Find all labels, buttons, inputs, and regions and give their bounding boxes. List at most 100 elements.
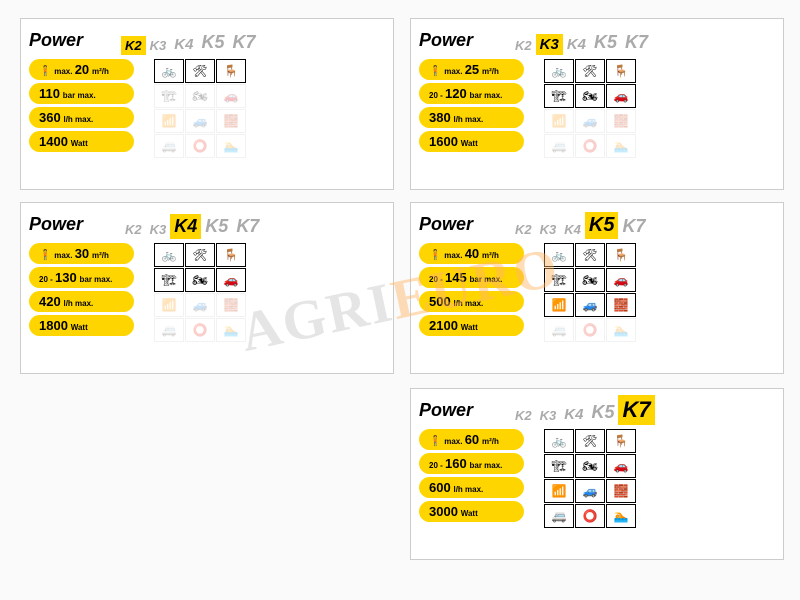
application-icon: 🏊 xyxy=(606,134,636,158)
application-icon: 🏍 xyxy=(185,268,215,292)
panel-header: PowerK2K3K4K5K7 xyxy=(21,203,393,239)
application-icon: 🚲 xyxy=(544,59,574,83)
spec-list: 🧍 max. 30 m²/h20 - 130 bar max.420 l/h m… xyxy=(29,243,134,342)
spec-pill: 20 - 160 bar max. xyxy=(419,453,524,474)
panel-content: 🧍 max. 20 m²/h110 bar max.360 l/h max.14… xyxy=(21,55,393,166)
icon-row: 🚲🛠🪑 xyxy=(544,243,636,267)
icon-row: 🚐⭕🏊 xyxy=(154,134,246,158)
model-list: K2K3K4K5K7 xyxy=(91,214,393,239)
power-panel-k7: PowerK2K3K4K5K7🧍 max. 60 m²/h20 - 160 ba… xyxy=(410,388,784,560)
model-k2: K2 xyxy=(511,220,536,239)
model-k5: K5 xyxy=(585,212,619,239)
application-icon: 📶 xyxy=(154,109,184,133)
application-icon: 🏗 xyxy=(544,454,574,478)
spec-pill: 3000 Watt xyxy=(419,501,524,522)
icon-grid: 🚲🛠🪑🏗🏍🚗📶🚙🧱🚐⭕🏊 xyxy=(154,243,246,342)
icon-row: 🚐⭕🏊 xyxy=(544,134,636,158)
application-icon: 🛠 xyxy=(575,429,605,453)
icon-grid: 🚲🛠🪑🏗🏍🚗📶🚙🧱🚐⭕🏊 xyxy=(544,243,636,342)
application-icon: 🛠 xyxy=(575,59,605,83)
panel-header: PowerK2K3K4K5K7 xyxy=(411,19,783,55)
application-icon: 🚐 xyxy=(544,318,574,342)
power-panel-k2: Power K2K3K4K5K7 🧍 max. 20 m²/h 110 bar max… xyxy=(20,18,394,190)
application-icon: 🛠 xyxy=(185,243,215,267)
application-icon: 🧱 xyxy=(606,479,636,503)
application-icon: 🧱 xyxy=(216,109,246,133)
panel-title: Power xyxy=(411,210,481,239)
model-k7: K7 xyxy=(228,30,259,55)
panel-title: Power xyxy=(411,396,481,425)
model-list: K2K3K4K5K7 xyxy=(481,395,783,425)
model-k3: K3 xyxy=(146,220,171,239)
spec-pill: 1800 Watt xyxy=(29,315,134,336)
panel-title: Power xyxy=(21,26,91,55)
icon-row: 🏗🏍🚗 xyxy=(544,268,636,292)
model-k5: K5 xyxy=(197,30,228,55)
model-k2: K2 xyxy=(121,36,146,55)
model-k2: K2 xyxy=(511,36,536,55)
panel-header: Power K2K3K4K5K7 xyxy=(21,19,393,55)
panel-content: 🧍 max. 25 m²/h20 - 120 bar max.380 l/h m… xyxy=(411,55,783,166)
icon-row: 📶🚙🧱 xyxy=(544,293,636,317)
icon-grid: 🚲🛠🪑🏗🏍🚗📶🚙🧱🚐⭕🏊 xyxy=(544,429,636,528)
application-icon: 🚗 xyxy=(606,84,636,108)
icon-row: 🚲🛠🪑 xyxy=(544,429,636,453)
icon-row: 🏗🏍🚗 xyxy=(544,454,636,478)
application-icon: 🚙 xyxy=(185,109,215,133)
model-k4: K4 xyxy=(560,220,585,239)
application-icon: 🏊 xyxy=(606,318,636,342)
application-icon: 🚗 xyxy=(216,268,246,292)
panel-content: 🧍 max. 60 m²/h20 - 160 bar max.600 l/h m… xyxy=(411,425,783,536)
panel-title: Power xyxy=(411,26,481,55)
spec-pill: 🧍 max. 40 m²/h xyxy=(419,243,524,264)
spec-pill: 110 bar max. xyxy=(29,83,134,104)
application-icon: ⭕ xyxy=(185,134,215,158)
spec-pill: 500 l/h max. xyxy=(419,291,524,312)
application-icon: 🚗 xyxy=(606,268,636,292)
spec-pill: 1600 Watt xyxy=(419,131,524,152)
application-icon: 🛠 xyxy=(575,243,605,267)
model-k7: K7 xyxy=(618,395,654,425)
model-k7: K7 xyxy=(232,214,263,239)
icon-row: 🏗🏍🚗 xyxy=(154,84,246,108)
spec-pill: 20 - 120 bar max. xyxy=(419,83,524,104)
application-icon: 🏊 xyxy=(216,134,246,158)
icon-row: 📶🚙🧱 xyxy=(544,109,636,133)
application-icon: 🚲 xyxy=(154,243,184,267)
model-k3: K3 xyxy=(536,34,563,55)
spec-list: 🧍 max. 40 m²/h20 - 145 bar max.500 l/h m… xyxy=(419,243,524,342)
spec-pill: 🧍 max. 25 m²/h xyxy=(419,59,524,80)
spec-pill: 20 - 130 bar max. xyxy=(29,267,134,288)
application-icon: 🏗 xyxy=(544,84,574,108)
icon-row: 🚐⭕🏊 xyxy=(544,318,636,342)
model-k4: K4 xyxy=(170,34,197,55)
panel-title: Power xyxy=(21,210,91,239)
model-k5: K5 xyxy=(201,214,232,239)
application-icon: 📶 xyxy=(544,109,574,133)
model-k5: K5 xyxy=(587,400,618,425)
icon-row: 🏗🏍🚗 xyxy=(544,84,636,108)
panel-header: PowerK2K3K4K5K7 xyxy=(411,389,783,425)
model-k3: K3 xyxy=(536,220,561,239)
application-icon: 🚐 xyxy=(154,134,184,158)
application-icon: ⭕ xyxy=(575,504,605,528)
application-icon: 🪑 xyxy=(216,59,246,83)
application-icon: 🏗 xyxy=(544,268,574,292)
icon-row: 📶🚙🧱 xyxy=(154,293,246,317)
spec-pill: 🧍 max. 20 m²/h xyxy=(29,59,134,80)
comparison-chart: AGRIEURO PowerK2K3K4K5K7🧍 max. 20 m²/h11… xyxy=(0,0,800,600)
model-k3: K3 xyxy=(536,406,561,425)
icon-row: 🚐⭕🏊 xyxy=(544,504,636,528)
model-list: K2K3K4K5K7 xyxy=(481,30,783,55)
application-icon: 🚐 xyxy=(154,318,184,342)
model-k3: K3 xyxy=(146,36,171,55)
application-icon: 🪑 xyxy=(606,429,636,453)
application-icon: 🪑 xyxy=(216,243,246,267)
application-icon: 🏗 xyxy=(154,84,184,108)
application-icon: 🏗 xyxy=(154,268,184,292)
icon-row: 📶🚙🧱 xyxy=(544,479,636,503)
spec-pill: 2100 Watt xyxy=(419,315,524,336)
spec-list: 🧍 max. 25 m²/h20 - 120 bar max.380 l/h m… xyxy=(419,59,524,158)
application-icon: 📶 xyxy=(544,479,574,503)
spec-pill: 420 l/h max. xyxy=(29,291,134,312)
